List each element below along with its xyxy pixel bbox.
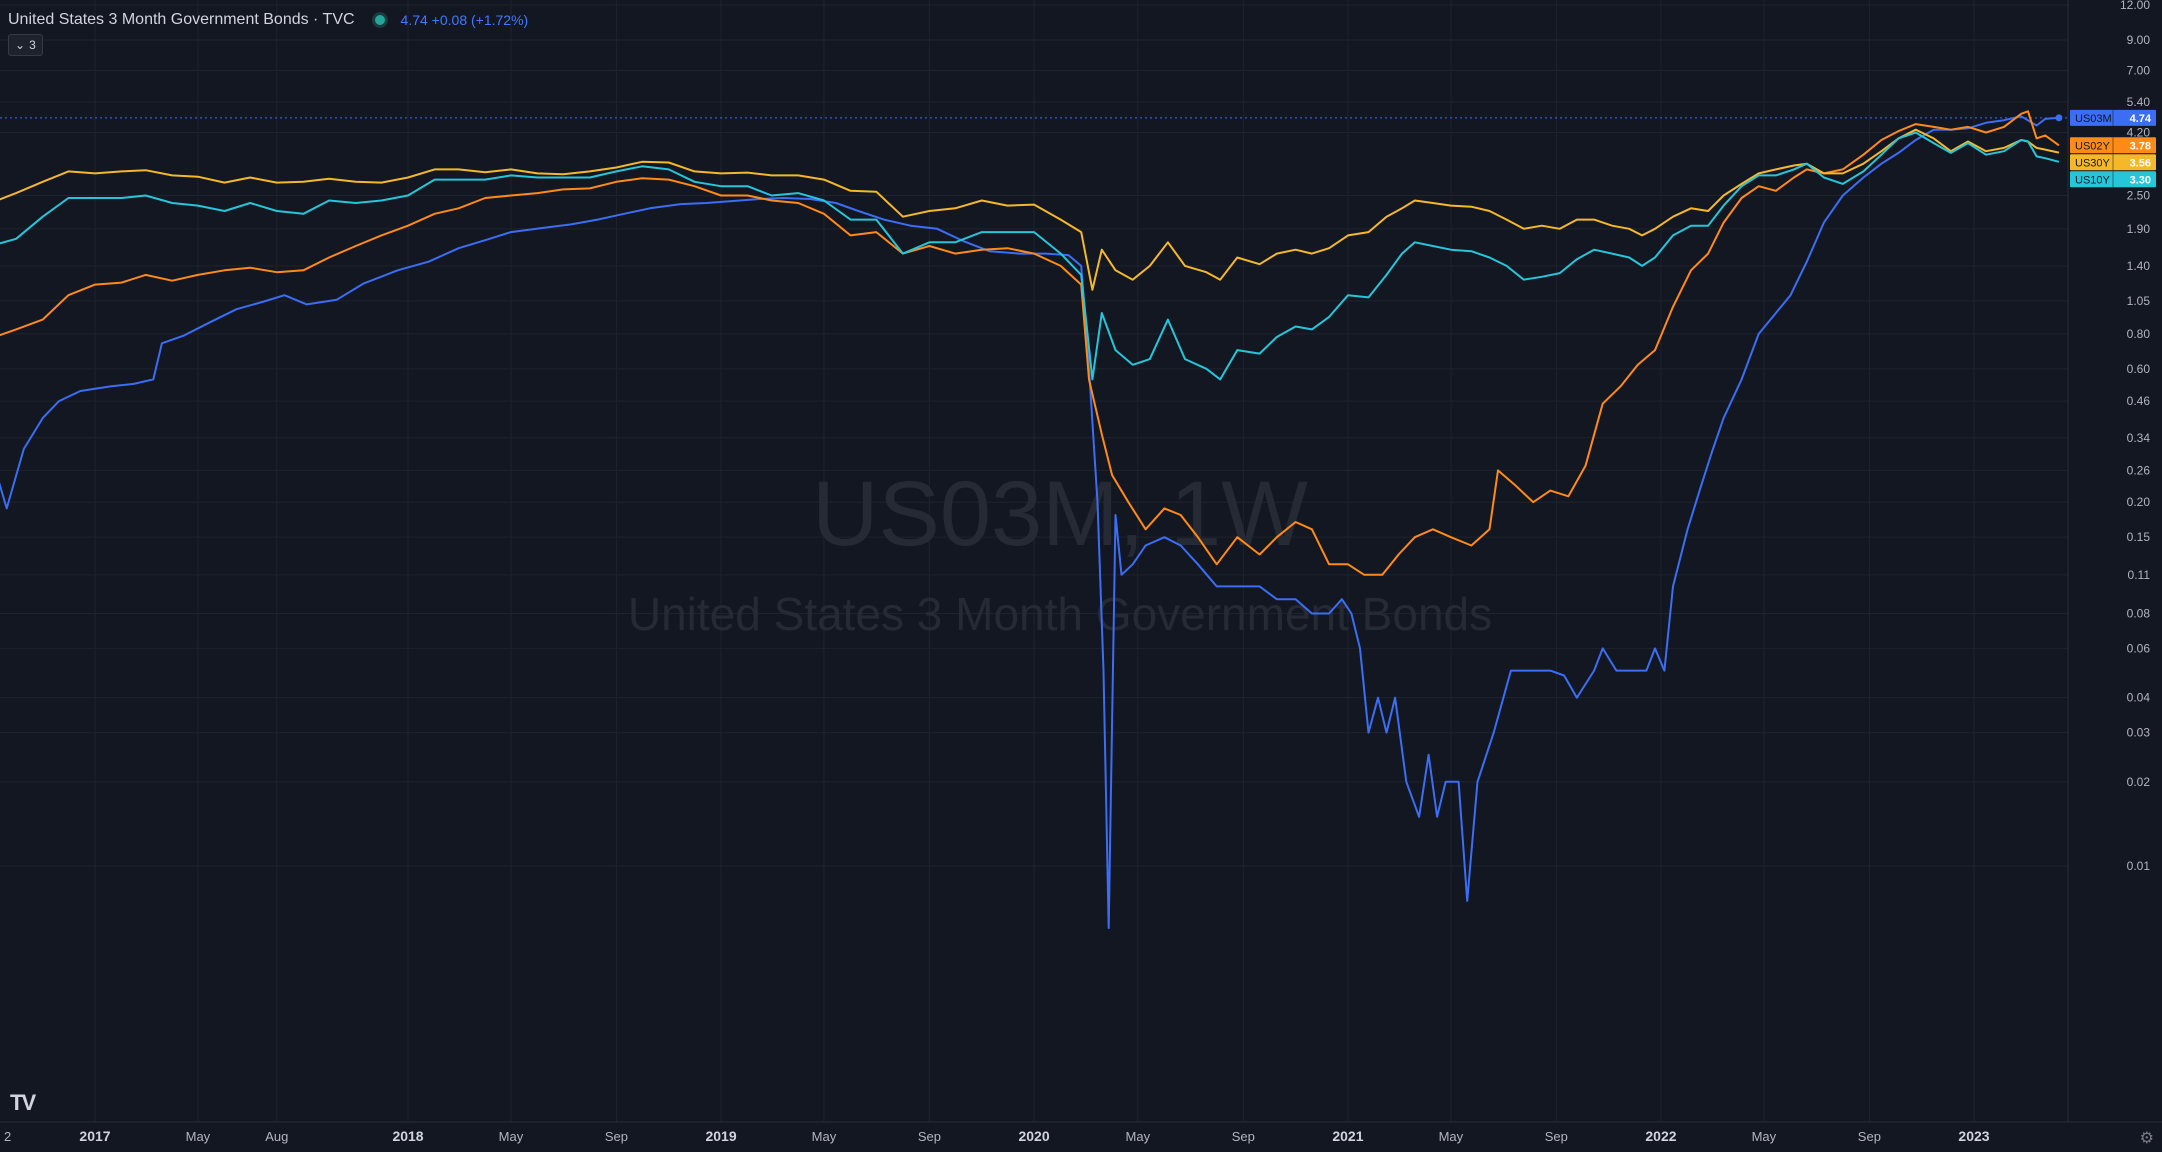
time-tick-label: May — [1752, 1129, 1777, 1144]
watermark-symbol: US03M, 1W — [812, 463, 1308, 565]
price-tick-label: 0.20 — [2127, 495, 2151, 509]
time-tick-label: Sep — [1858, 1129, 1881, 1144]
watermark: US03M, 1W United States 3 Month Governme… — [628, 463, 1492, 640]
series-label-name: US30Y — [2075, 157, 2111, 169]
indicators-count: 3 — [29, 38, 36, 52]
price-tick-label: 0.01 — [2127, 859, 2151, 873]
price-axis[interactable]: 12.00 9.00 7.00 5.40 4.20 2.50 1.90 1.40 1.05 0.8… — [2067, 0, 2151, 1122]
time-tick-label: Sep — [1232, 1129, 1255, 1144]
series-label-name: US03M — [2075, 113, 2112, 125]
time-tick-label: 2018 — [392, 1128, 423, 1144]
chart-header: United States 3 Month Government Bonds ·… — [8, 8, 528, 32]
series-lines — [0, 110, 2068, 929]
watermark-description: United States 3 Month Government Bonds — [628, 588, 1492, 640]
last-point-marker — [2055, 114, 2063, 122]
price-tick-label: 0.80 — [2127, 327, 2151, 341]
symbol-title[interactable]: United States 3 Month Government Bonds ·… — [8, 11, 355, 28]
time-tick-label: Sep — [605, 1129, 628, 1144]
price-tick-label: 0.11 — [2128, 568, 2151, 582]
series-label-name: US10Y — [2075, 174, 2111, 186]
time-tick-label: May — [1126, 1129, 1151, 1144]
time-tick-label: 2022 — [1645, 1128, 1676, 1144]
series-label-us10y: US10Y 3.30 — [2070, 171, 2156, 188]
indicators-collapse-button[interactable]: ⌄ 3 — [8, 34, 43, 56]
price-tick-label: 5.40 — [2127, 95, 2151, 109]
series-label-us30y: US30Y 3.56 — [2070, 154, 2156, 171]
time-tick-label: 2019 — [705, 1128, 736, 1144]
price-tick-label: 12.00 — [2120, 0, 2150, 12]
time-tick-label: Aug — [265, 1129, 288, 1144]
series-label-value: 3.78 — [2130, 140, 2151, 152]
price-tick-label: 0.26 — [2127, 463, 2151, 477]
market-status-dot-icon — [374, 15, 385, 25]
time-tick-label: 2020 — [1018, 1128, 1049, 1144]
time-axis[interactable]: 2 2017 May Aug 2018 May Sep 2019 May Sep 2020 May Se… — [0, 1121, 2162, 1144]
series-label-value: 3.56 — [2130, 157, 2151, 169]
series-label-name: US02Y — [2075, 140, 2111, 152]
series-line-us10y — [0, 131, 2060, 381]
price-tick-label: 0.34 — [2127, 431, 2151, 445]
price-tick-label: 0.46 — [2127, 394, 2151, 408]
series-line-us02y — [0, 110, 2060, 576]
price-tick-label: 0.03 — [2127, 726, 2151, 740]
time-tick-label: 2 — [4, 1129, 11, 1144]
price-tick-label: 1.40 — [2127, 259, 2151, 273]
time-tick-label: May — [499, 1129, 524, 1144]
gear-icon[interactable]: ⚙ — [2139, 1130, 2154, 1147]
tradingview-logo-icon[interactable]: TV — [10, 1090, 36, 1115]
series-label-us03m: US03M 4.74 — [2070, 109, 2156, 126]
time-tick-label: May — [812, 1129, 837, 1144]
series-label-us02y: US02Y 3.78 — [2070, 137, 2156, 154]
time-tick-label: 2021 — [1332, 1128, 1363, 1144]
series-label-value: 4.74 — [2130, 113, 2152, 125]
price-tick-label: 2.50 — [2127, 189, 2151, 203]
price-tick-label: 1.90 — [2127, 222, 2151, 236]
time-tick-label: Sep — [918, 1129, 941, 1144]
grid — [0, 0, 2068, 1122]
series-label-value: 3.30 — [2130, 174, 2151, 186]
time-tick-label: May — [186, 1129, 211, 1144]
price-tick-label: 0.08 — [2127, 606, 2151, 620]
time-tick-label: 2017 — [79, 1128, 110, 1144]
price-tick-label: 7.00 — [2127, 63, 2151, 77]
series-last-value-labels: US03M 4.74 US02Y 3.78 US30Y 3.56 US10Y 3.30 — [2070, 109, 2156, 188]
price-tick-label: 0.04 — [2127, 691, 2151, 705]
price-tick-label: 1.05 — [2127, 294, 2151, 308]
chevron-down-icon: ⌄ — [15, 38, 26, 52]
time-tick-label: May — [1439, 1129, 1464, 1144]
series-line-us03m — [0, 115, 2059, 929]
time-tick-label: 2023 — [1958, 1128, 1989, 1144]
price-tick-label: 0.15 — [2127, 530, 2151, 544]
symbol-quote: 4.74 +0.08 (+1.72%) — [400, 12, 529, 28]
price-tick-label: 9.00 — [2127, 33, 2151, 47]
price-tick-label: 0.02 — [2127, 775, 2151, 789]
time-tick-label: Sep — [1545, 1129, 1568, 1144]
price-tick-label: 4.20 — [2127, 126, 2151, 140]
price-tick-label: 0.06 — [2127, 641, 2151, 655]
series-line-us30y — [0, 128, 2060, 291]
price-tick-label: 0.60 — [2127, 362, 2151, 376]
